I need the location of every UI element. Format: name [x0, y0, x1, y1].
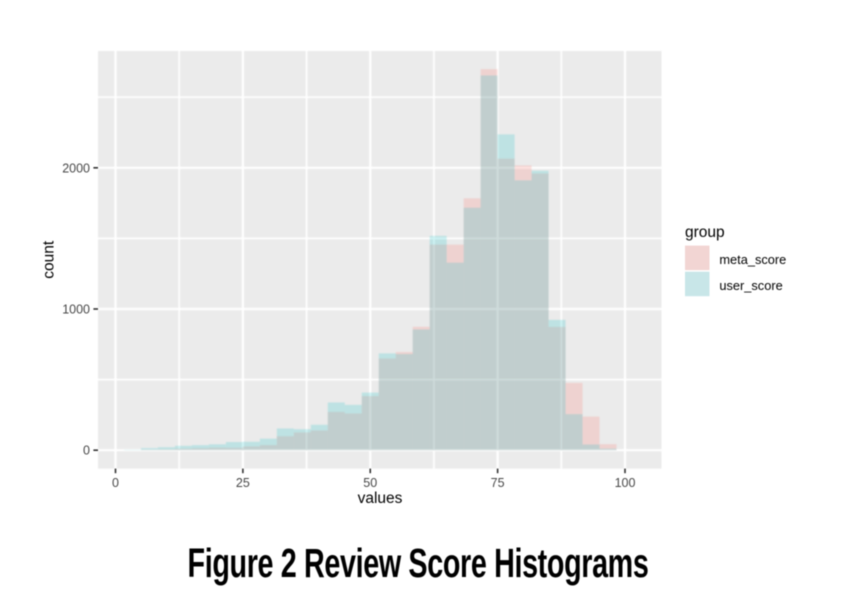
- svg-text:75: 75: [491, 476, 505, 490]
- svg-text:meta_score: meta_score: [719, 252, 786, 267]
- svg-text:0: 0: [83, 444, 90, 458]
- svg-text:0: 0: [112, 476, 119, 490]
- svg-text:values: values: [358, 490, 403, 507]
- svg-text:group: group: [685, 224, 725, 241]
- svg-text:50: 50: [363, 476, 377, 490]
- svg-text:100: 100: [615, 476, 636, 490]
- svg-text:25: 25: [236, 476, 250, 490]
- svg-text:2000: 2000: [62, 161, 90, 175]
- svg-text:count: count: [41, 240, 58, 279]
- svg-text:user_score: user_score: [719, 278, 782, 293]
- svg-text:1000: 1000: [62, 303, 90, 317]
